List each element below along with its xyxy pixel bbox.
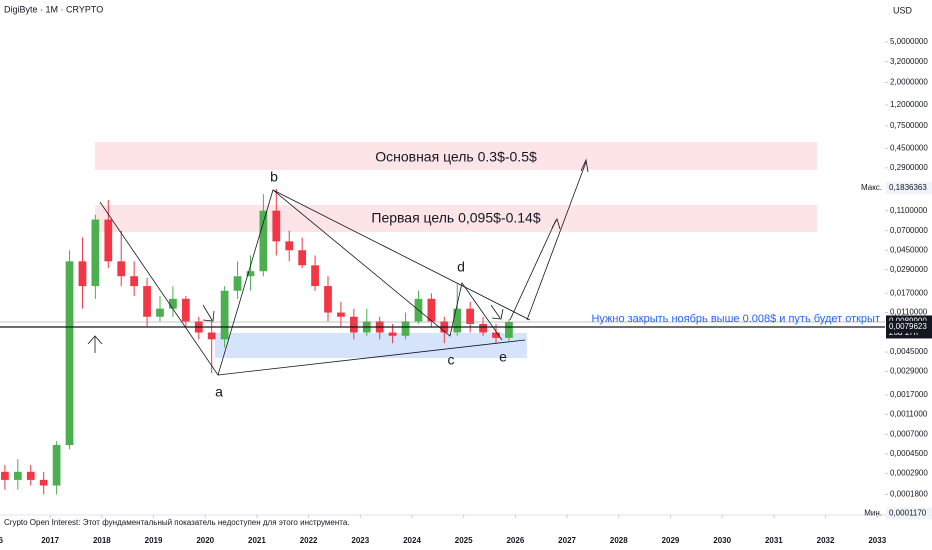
prev-price-box — [886, 320, 932, 333]
y-tick-label: 0,2900000 — [890, 163, 928, 172]
candle-body — [78, 261, 87, 287]
max-name: Макс. — [861, 183, 882, 192]
x-tick-label: 2030 — [713, 536, 731, 545]
chart-title: DigiByte · 1M · CRYPTO — [4, 4, 103, 14]
x-tick-label: 2022 — [300, 536, 318, 545]
target-zone — [95, 142, 817, 170]
min-box — [886, 507, 932, 520]
y-tick-label: 0,0045000 — [890, 347, 928, 356]
x-tick-label: 2024 — [403, 536, 421, 545]
candle-body — [453, 308, 462, 333]
candle-body — [298, 250, 307, 266]
candle-body — [388, 332, 397, 336]
candle-body — [91, 219, 100, 287]
wave-label: b — [270, 169, 278, 185]
y-tick-label: 0,0001800 — [890, 490, 928, 499]
min-name: Мин. — [864, 509, 882, 518]
target-zone — [95, 205, 817, 232]
x-tick-label: 2021 — [248, 536, 266, 545]
x-tick-label: 2017 — [41, 536, 59, 545]
candle-body — [466, 308, 475, 324]
wave-label: a — [215, 384, 223, 400]
candle-body — [39, 479, 48, 486]
y-tick-label: 0,7500000 — [890, 121, 928, 130]
max-label: 0,1836363 — [889, 183, 927, 192]
wave-label: d — [457, 259, 465, 275]
y-tick-label: 5,0000000 — [890, 37, 928, 46]
y-tick-label: 0,0450000 — [890, 245, 928, 254]
x-tick-label: 16 — [0, 536, 3, 545]
min-label: 0,0001170 — [889, 509, 927, 518]
annotation: Первая цель 0,095$-0.14$ — [371, 210, 540, 226]
x-tick-label: 2029 — [662, 536, 680, 545]
candle-body — [492, 332, 500, 338]
price-axis — [885, 0, 932, 550]
prev-price-label: 0,0079623 — [889, 322, 927, 331]
currency: USD — [893, 5, 913, 15]
countdown-box — [886, 327, 932, 339]
y-tick-label: 0,0700000 — [890, 226, 928, 235]
footer: Crypto Open Interest: Этот фундаментальн… — [4, 518, 350, 527]
candle-body — [130, 276, 139, 287]
candle-body — [427, 298, 436, 322]
x-tick-label: 2020 — [196, 536, 214, 545]
y-tick-label: 0,0007000 — [890, 429, 928, 438]
x-tick-label: 2018 — [93, 536, 111, 545]
x-tick-label: 2027 — [558, 536, 576, 545]
candle-body — [26, 471, 35, 480]
candle-body — [324, 286, 332, 313]
candle-body — [181, 298, 190, 322]
y-tick-label: 0,0017000 — [890, 390, 928, 399]
candle-body — [337, 312, 345, 317]
y-tick-label: 0,0004500 — [890, 449, 928, 458]
candle-body — [349, 316, 358, 333]
y-tick-label: 0,0029000 — [890, 367, 928, 376]
candle-body — [479, 323, 487, 333]
x-tick-label: 2019 — [145, 536, 163, 545]
candle-body — [272, 210, 281, 242]
drawings — [0, 158, 885, 376]
candle-body — [117, 261, 126, 277]
candle-body — [220, 290, 229, 340]
candle-body — [505, 321, 513, 338]
annotation: Основная цель 0.3$-0.5$ — [375, 149, 537, 165]
y-tick-label: 0,0110000 — [890, 308, 928, 317]
x-tick-label: 2031 — [765, 536, 783, 545]
y-tick-label: 0,0002900 — [890, 468, 928, 477]
y-tick-label: 1,2000000 — [890, 100, 928, 109]
x-tick-label: 2026 — [506, 536, 524, 545]
candle-body — [285, 241, 294, 251]
candle-body — [65, 261, 74, 446]
candle-body — [1, 471, 9, 480]
max-box — [886, 182, 932, 195]
x-tick-label: 2023 — [351, 536, 369, 545]
y-tick-label: 0,0011000 — [890, 409, 928, 418]
y-tick-label: 0,0170000 — [890, 288, 928, 297]
candle-body — [207, 332, 216, 340]
wave-label: e — [499, 349, 507, 365]
y-tick-label: 0,1100000 — [890, 206, 928, 215]
candle-body — [401, 321, 410, 336]
x-tick-label: 2028 — [610, 536, 628, 545]
candle-body — [311, 265, 319, 287]
y-tick-label: 0,4500000 — [890, 144, 928, 153]
candle-body — [246, 271, 255, 277]
y-tick-label: 2,0000000 — [890, 78, 928, 87]
candle-body — [259, 210, 268, 272]
candle-body — [13, 471, 22, 480]
annotation: Нужно закрыть ноябрь выше 0.008$ и путь … — [591, 313, 880, 325]
candle-body — [52, 445, 61, 486]
x-tick-label: 2032 — [817, 536, 835, 545]
candle-body — [143, 286, 151, 317]
wave-label: c — [448, 352, 455, 368]
y-tick-label: 3,2000000 — [890, 57, 928, 66]
candle-body — [104, 219, 113, 262]
x-tick-label: 2025 — [455, 536, 473, 545]
candle-body — [169, 298, 177, 309]
candle-body — [156, 308, 164, 317]
x-tick-label: 2033 — [868, 536, 886, 545]
y-tick-label: 0,0290000 — [890, 265, 928, 274]
candle-body — [233, 276, 242, 291]
